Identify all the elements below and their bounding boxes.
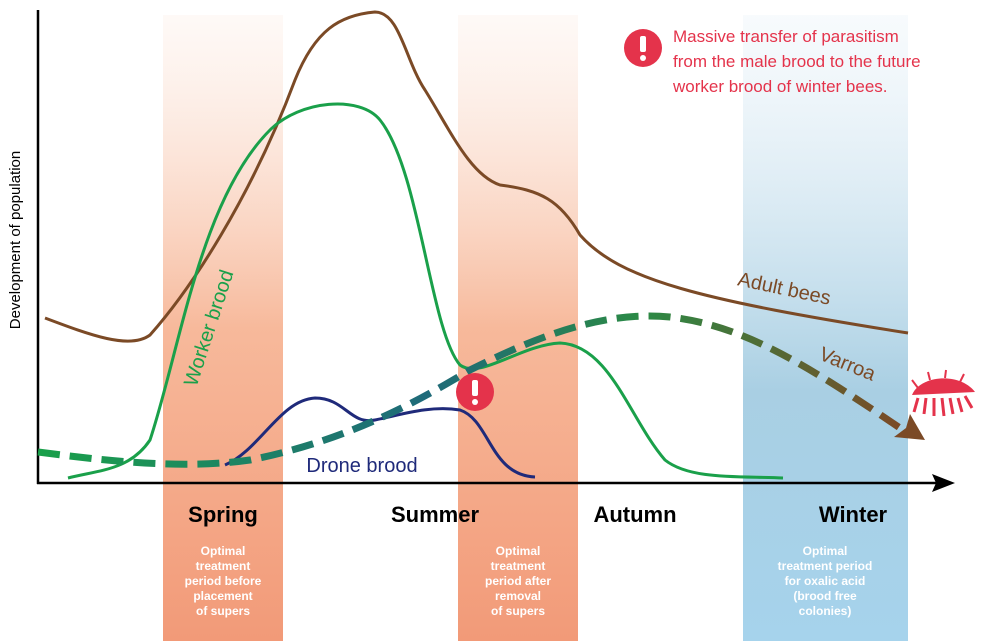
annotation-text: from the male brood to the future: [673, 52, 921, 71]
season-label: Winter: [819, 502, 888, 527]
mite-icon: [912, 370, 975, 416]
treatment-text: colonies): [799, 604, 852, 618]
treatment-text: (brood free: [793, 589, 857, 603]
treatment-text: treatment: [196, 559, 251, 573]
treatment-text: placement: [193, 589, 252, 603]
curve-label: Drone brood: [306, 455, 417, 477]
treatment-text: treatment period: [778, 559, 873, 573]
treatment-text: Optimal: [803, 544, 848, 558]
alert-icon: [456, 373, 494, 411]
season-label: Summer: [391, 502, 479, 527]
annotation-text: worker brood of winter bees.: [672, 77, 888, 96]
season-label: Spring: [188, 502, 258, 527]
treatment-text: Optimal: [496, 544, 541, 558]
annotation-text: Massive transfer of parasitism: [673, 27, 899, 46]
treatment-text: period after: [485, 574, 551, 588]
treatment-text: of supers: [491, 604, 545, 618]
y-axis-label: Development of population: [7, 151, 24, 329]
treatment-text: period before: [185, 574, 262, 588]
diagram: Development of population Worker brood D…: [0, 0, 987, 641]
season-label: Autumn: [593, 502, 676, 527]
treatment-text: Optimal: [201, 544, 246, 558]
treatment-text: of supers: [196, 604, 250, 618]
alert-icon: [624, 29, 662, 67]
treatment-text: removal: [495, 589, 541, 603]
treatment-text: for oxalic acid: [785, 574, 866, 588]
treatment-text: treatment: [491, 559, 546, 573]
